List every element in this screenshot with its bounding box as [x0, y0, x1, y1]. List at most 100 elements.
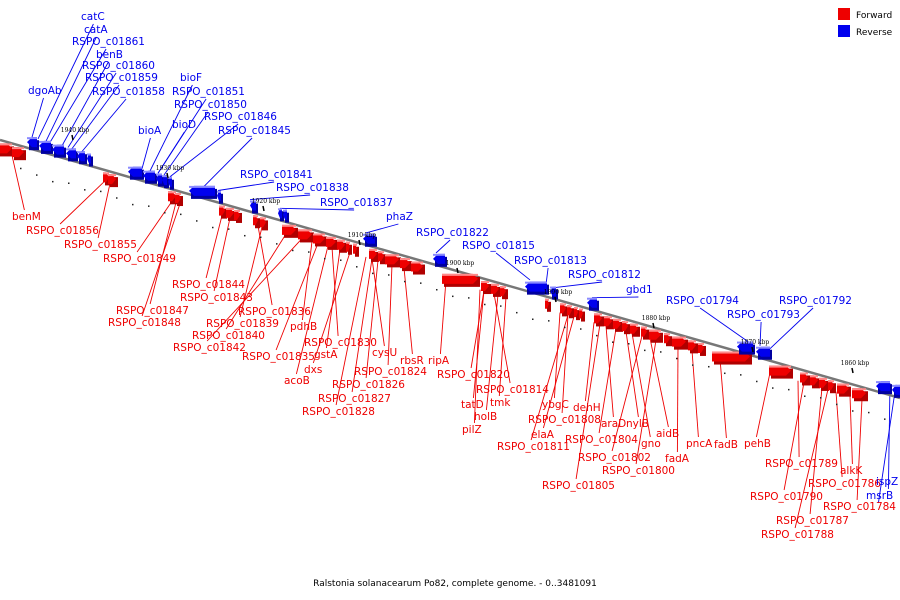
backbone-marker [420, 282, 422, 284]
forward-gene-label-holb: holB [474, 411, 497, 423]
reverse-gene-glyph [876, 381, 892, 395]
backbone-marker [340, 259, 342, 261]
backbone-marker [724, 372, 726, 375]
forward-gene-glyph [346, 241, 352, 255]
scale-tick-mark [71, 134, 74, 141]
backbone-marker [740, 374, 742, 376]
reverse-gene-glyph [162, 175, 169, 189]
forward-gene-glyph [400, 258, 412, 272]
leader-line [495, 252, 531, 281]
backbone-marker [308, 251, 310, 253]
forward-gene-label-gsta: gstA [314, 349, 338, 361]
forward-gene-label-pnca: pncA [686, 438, 713, 450]
forward-gene-glyph [385, 254, 401, 268]
leader-line [325, 249, 341, 349]
gene-glyphs [0, 137, 900, 402]
scale-tick-label: 1880 kbp [642, 315, 671, 322]
backbone-marker [868, 411, 870, 414]
backbone-marker [116, 197, 118, 199]
leader-line [575, 323, 601, 480]
leader-line [809, 387, 823, 515]
forward-gene-label-rspo-c01802: RSPO_c01802 [578, 452, 651, 464]
leader-line [203, 137, 253, 187]
leader-line [635, 339, 657, 465]
forward-gene-label-tmk: tmk [490, 397, 511, 409]
forward-gene-label-arad: araD [601, 418, 626, 430]
leader-line [149, 84, 193, 172]
forward-gene-label-rspo-c01840: RSPO_c01840 [192, 330, 265, 342]
reverse-gene-glyph [550, 286, 558, 300]
leader-line [249, 194, 311, 201]
forward-gene-label-rspo-c01836: RSPO_c01836 [238, 306, 311, 318]
leader-line [849, 395, 853, 465]
backbone-marker [388, 274, 390, 276]
backbone-marker [708, 365, 710, 368]
reverse-gene-label-ispz: ispZ [876, 476, 898, 488]
reverse-gene-glyph [39, 140, 53, 154]
forward-gene-label-rspo-c01855: RSPO_c01855 [64, 239, 137, 251]
forward-gene-label-rspo-c01804: RSPO_c01804 [565, 434, 638, 446]
backbone-marker [580, 328, 582, 330]
forward-gene-label-rspo-c01787: RSPO_c01787 [776, 515, 849, 527]
reverse-gene-label-rspo-c01822: RSPO_c01822 [416, 227, 489, 239]
forward-gene-label-aidb: aidB [656, 428, 679, 440]
forward-gene-label-benm: benM [12, 211, 41, 223]
leader-line [439, 279, 447, 355]
reverse-gene-glyph [77, 151, 87, 165]
reverse-gene-glyph [587, 297, 599, 311]
reverse-gene-glyph [250, 200, 258, 214]
forward-gene-glyph [688, 340, 698, 354]
scale-tick-label: 1900 kbp [446, 260, 475, 267]
leader-line [755, 372, 771, 438]
scale-tick-label: 1930 kbp [156, 165, 185, 172]
backbone-marker [468, 297, 470, 299]
forward-gene-label-rspo-c01826: RSPO_c01826 [332, 379, 405, 391]
forward-gene-glyph [545, 298, 551, 312]
leader-line [676, 346, 679, 453]
forward-gene-glyph [567, 305, 574, 319]
leader-line [59, 181, 105, 225]
forward-gene-label-rspo-c01835: RSPO_c01835 [242, 351, 315, 363]
reverse-gene-glyph [66, 148, 78, 162]
reverse-gene-glyph [363, 233, 377, 247]
leader-line [45, 36, 97, 142]
backbone-marker [84, 189, 86, 191]
leader-line [257, 225, 273, 306]
forward-gene-glyph [574, 307, 580, 321]
forward-gene-glyph [481, 281, 491, 295]
backbone-marker [484, 303, 486, 306]
forward-gene-label-rspo-c01814: RSPO_c01814 [476, 384, 549, 396]
reverse-gene-label-rspo-c01860: RSPO_c01860 [82, 60, 155, 72]
forward-gene-label-rspo-c01830: RSPO_c01830 [304, 337, 377, 349]
reverse-gene-glyph [525, 281, 549, 295]
leader-line [759, 321, 762, 346]
leader-line [331, 247, 339, 337]
reverse-gene-glyph [52, 144, 66, 158]
backbone-marker [628, 343, 630, 345]
reverse-gene-glyph [87, 153, 93, 167]
backbone-marker [660, 351, 662, 353]
reverse-gene-label-rspo-c01845: RSPO_c01845 [218, 125, 291, 137]
leader-line [279, 207, 355, 211]
leader-line [387, 264, 393, 366]
forward-gene-glyph [175, 193, 183, 207]
scale-tick-mark [262, 205, 265, 212]
scale-tick-mark [554, 296, 557, 303]
reverse-gene-label-rspo-c01858: RSPO_c01858 [92, 86, 165, 98]
scale-tick-mark [851, 367, 854, 374]
backbone-marker [260, 236, 262, 239]
leader-line [365, 260, 379, 379]
backbone-marker [596, 334, 598, 337]
forward-gene-label-tatd: tatD [461, 399, 484, 411]
reverse-gene-label-rspo-c01850: RSPO_c01850 [174, 99, 247, 111]
forward-gene-label-rspo-c01800: RSPO_c01800 [602, 465, 675, 477]
backbone-marker [372, 272, 374, 275]
forward-gene-label-acob: acoB [284, 375, 310, 387]
forward-gene-glyph [613, 318, 623, 332]
forward-gene-label-rspo-c01784: RSPO_c01784 [823, 501, 896, 513]
forward-gene-glyph [641, 326, 649, 340]
scale-tick-mark [456, 267, 459, 274]
backbone-marker [404, 280, 406, 283]
reverse-gene-label-gbd1: gbd1 [626, 284, 653, 296]
leader-line [794, 389, 829, 529]
